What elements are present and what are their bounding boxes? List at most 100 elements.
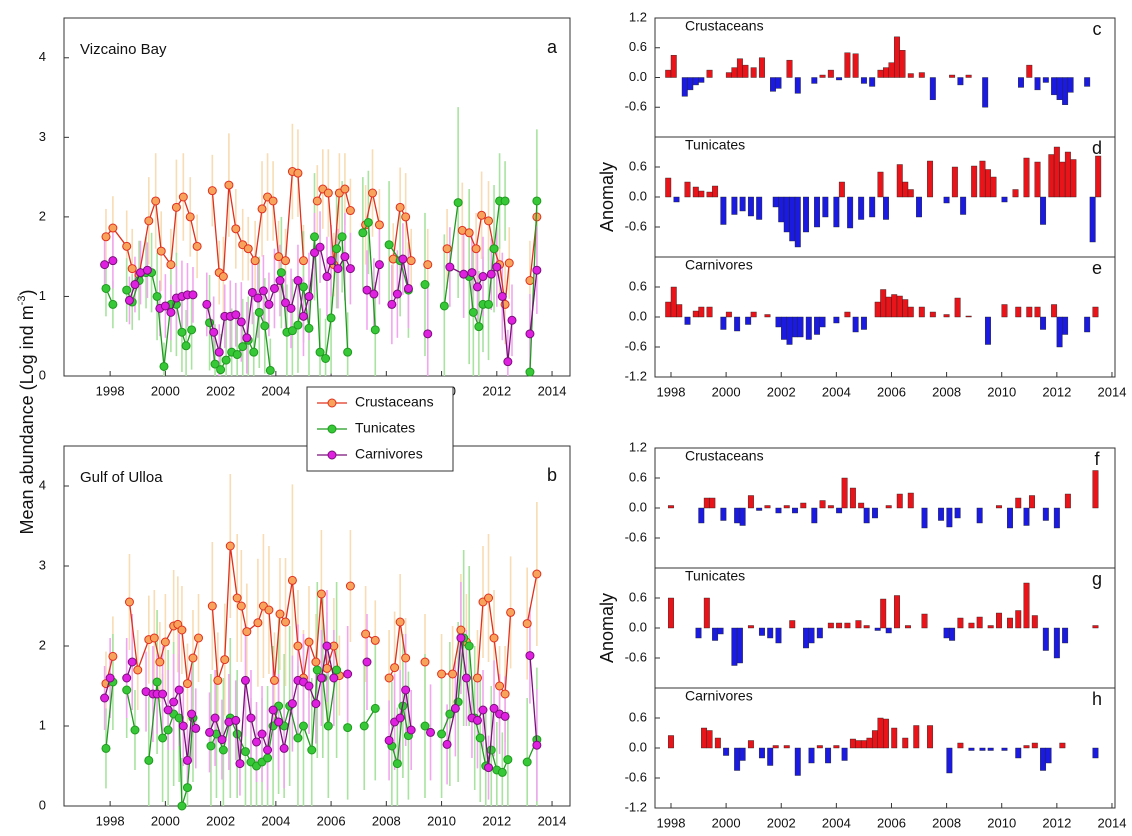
bar [1018,77,1024,88]
legend-marker [327,398,337,408]
bar [811,507,818,524]
data-point [257,729,267,739]
data-point [345,264,355,274]
bar [750,67,757,78]
y-axis-label-part: ) [17,290,37,296]
bar [894,36,900,78]
bar [775,316,782,328]
bar [921,613,928,629]
panel-title: Tunicates [685,568,745,584]
bar [747,625,754,629]
bar [866,737,873,749]
data-point [345,206,355,216]
data-point [298,256,308,266]
bar [814,316,821,335]
data-point [287,575,297,585]
data-point [127,264,137,274]
bar [929,77,936,101]
bar [714,737,721,749]
bar [1064,151,1071,198]
bar [888,62,895,78]
bar [987,747,994,751]
bar [954,507,961,519]
data-point [265,365,275,375]
y-tick-label: 1.2 [629,439,647,454]
data-point [166,260,176,270]
bar [803,627,809,649]
bar [990,176,997,198]
bar [996,612,1002,629]
bar [695,627,702,639]
bar [1031,615,1038,629]
data-point [395,617,405,627]
bar [739,196,746,212]
y-axis-label: Mean abundance (Log ind m-3) [16,290,37,535]
data-point [472,282,482,292]
data-point [337,232,347,242]
data-point [316,589,326,599]
panel-label: h [1092,689,1102,709]
data-point [209,327,219,337]
data-point [194,633,204,643]
bar [833,196,840,228]
bar [918,306,925,318]
bar [670,54,677,78]
bar [827,69,834,78]
x-tick-label: 2012 [482,813,511,828]
bar [946,747,953,774]
bar [827,622,834,629]
bar [783,745,790,749]
y-tick-label: -0.6 [625,338,647,353]
data-point [316,673,326,683]
bar [706,69,713,78]
bar [770,77,776,92]
bar [891,727,898,749]
x-tick-label: 2008 [932,815,961,830]
bar [814,196,821,228]
data-point [532,196,542,206]
y-tick-label: 3 [39,557,46,572]
data-point [242,627,252,637]
data-point [484,763,494,773]
bar [954,297,961,318]
bar [808,747,815,764]
data-point [264,299,274,309]
data-point [216,365,226,375]
data-point [370,325,380,335]
bar [907,492,914,509]
data-point [236,601,246,611]
bar [1023,157,1030,198]
bar [896,295,903,318]
data-point [202,299,212,309]
data-point [264,605,274,615]
x-tick-label: 2000 [151,383,180,398]
legend-label: Crustaceans [355,394,434,410]
bar [698,306,705,318]
bar [838,181,845,198]
bar [772,745,779,749]
data-point [437,729,447,739]
bar [1070,159,1077,198]
y-tick-label: 1.2 [629,9,647,24]
data-point [311,699,321,709]
legend-label: Carnivores [355,446,423,462]
data-point [243,244,253,254]
data-point [489,703,499,713]
bar [665,177,672,198]
data-point [174,713,184,723]
data-point [224,180,234,190]
bar [1040,316,1047,330]
bar [957,617,964,629]
data-point [392,289,402,299]
data-point [507,315,517,325]
bar [706,730,713,749]
bar [905,625,911,629]
data-point [205,727,215,737]
x-tick-label: 1998 [657,815,686,830]
bar [706,191,713,198]
bar [1048,154,1055,198]
data-point [323,721,333,731]
bar [720,316,727,330]
x-tick-label: 2014 [538,813,567,828]
